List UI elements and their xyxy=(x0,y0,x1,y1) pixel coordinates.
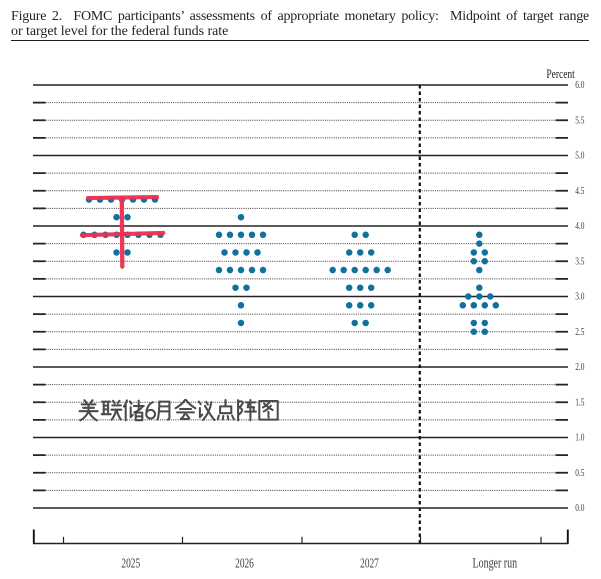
svg-text:0.0: 0.0 xyxy=(575,502,585,513)
svg-text:4.0: 4.0 xyxy=(575,220,585,231)
svg-text:Longer run: Longer run xyxy=(473,555,518,571)
svg-text:5.0: 5.0 xyxy=(575,150,585,161)
svg-text:2025: 2025 xyxy=(121,555,140,571)
svg-text:2026: 2026 xyxy=(235,555,254,571)
svg-text:2027: 2027 xyxy=(360,555,379,571)
svg-text:3.5: 3.5 xyxy=(575,255,585,266)
svg-text:1.0: 1.0 xyxy=(575,432,585,443)
svg-text:3.0: 3.0 xyxy=(575,291,585,302)
svg-text:4.5: 4.5 xyxy=(575,185,585,196)
svg-text:2.5: 2.5 xyxy=(575,326,585,337)
svg-text:Percent: Percent xyxy=(546,68,575,82)
svg-text:0.5: 0.5 xyxy=(575,467,585,478)
svg-text:1.5: 1.5 xyxy=(575,396,585,407)
svg-text:2.0: 2.0 xyxy=(575,361,585,372)
svg-text:6.0: 6.0 xyxy=(575,79,585,90)
svg-text:5.5: 5.5 xyxy=(575,114,585,125)
